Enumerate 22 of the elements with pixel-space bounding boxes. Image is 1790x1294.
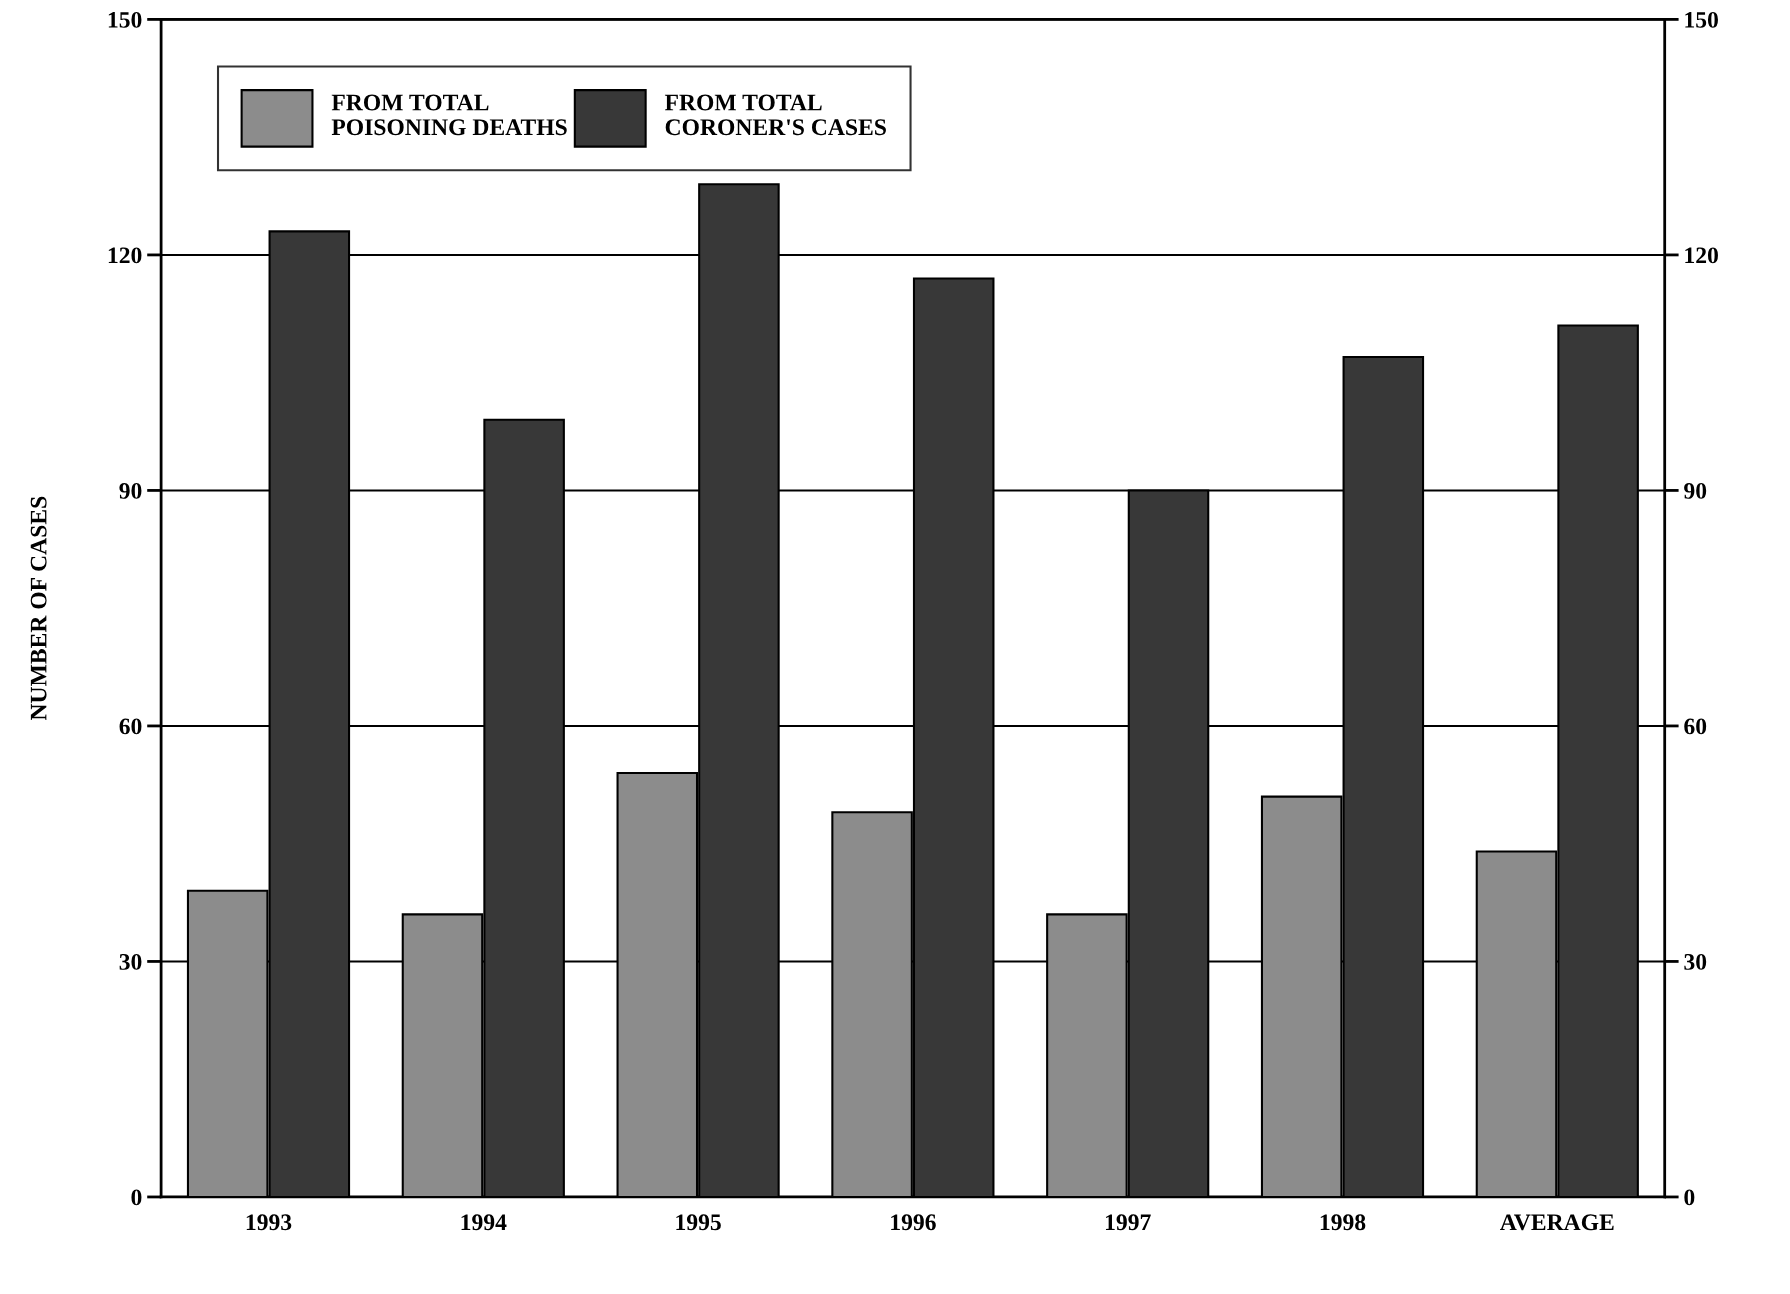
y-tick-label: 30 <box>119 953 142 970</box>
y2-tick-label: 30 <box>1684 953 1707 970</box>
legend-label: FROM TOTAL POISONING DEATHS <box>331 94 567 136</box>
x-tick-label: AVERAGE <box>1500 1214 1614 1231</box>
y2-tick-label: 60 <box>1684 718 1707 735</box>
y-tick-label: 0 <box>131 1189 142 1206</box>
x-tick-label: 1998 <box>1320 1214 1366 1231</box>
y2-tick-label: 120 <box>1685 247 1718 264</box>
x-tick-label: 1993 <box>246 1214 292 1231</box>
x-tick-label: 1994 <box>461 1214 507 1231</box>
y-tick-label: 90 <box>119 482 142 499</box>
y2-tick-label: 0 <box>1684 1189 1695 1206</box>
x-tick-label: 1996 <box>891 1214 936 1231</box>
legend-label: FROM TOTAL CORONER'S CASES <box>664 94 886 136</box>
x-tick-label: 1995 <box>676 1214 721 1231</box>
y2-tick-label: 150 <box>1685 11 1718 28</box>
x-tick-label: 1997 <box>1105 1214 1151 1231</box>
y-tick-label: 150 <box>108 11 142 28</box>
y-tick-label: 60 <box>119 718 142 735</box>
y2-tick-label: 90 <box>1684 482 1707 499</box>
y-axis-title: NUMBER OF CASES <box>30 496 47 721</box>
y-tick-label: 120 <box>108 247 142 264</box>
